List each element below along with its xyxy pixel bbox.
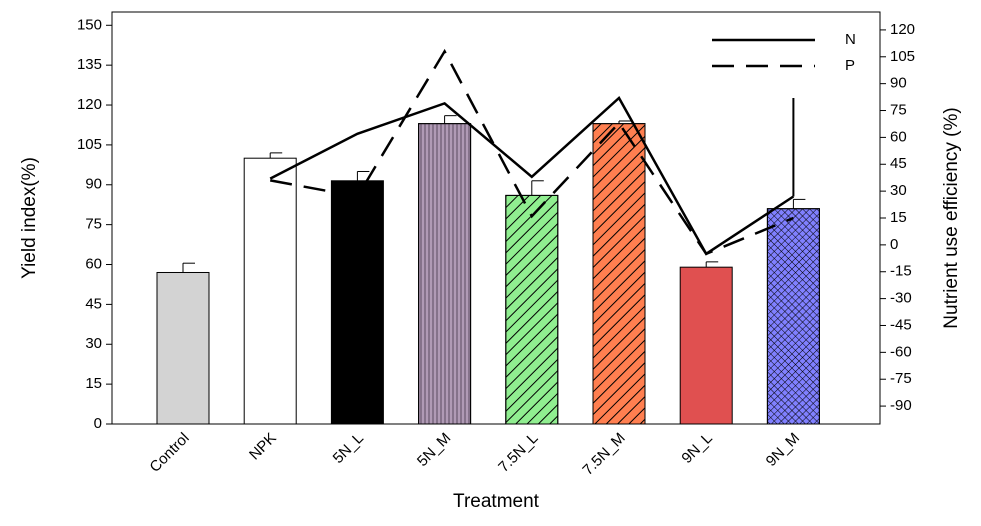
y2-tick-label: -60 — [890, 343, 912, 360]
bar — [156, 271, 210, 425]
bar-hatch — [766, 208, 820, 425]
line-series — [269, 48, 794, 256]
y2-tick-label: -90 — [890, 397, 912, 414]
y-tick-label: 150 — [77, 16, 102, 33]
y-tick-label: 15 — [85, 375, 102, 392]
bar — [243, 157, 297, 425]
y-axis-title: Yield index(%) — [19, 157, 40, 279]
bar — [330, 180, 384, 425]
y2-tick-label: 105 — [890, 48, 915, 65]
y-tick-label: 90 — [85, 176, 102, 193]
bar — [679, 266, 733, 425]
y-tick-label: 75 — [85, 216, 102, 233]
legend-label: N — [845, 31, 856, 48]
y-tick-label: 45 — [85, 295, 102, 312]
x-tick-label: Control — [146, 430, 192, 476]
y2-tick-label: 90 — [890, 75, 907, 92]
y2-axis-title: Nutrient use efficiency (%) — [941, 107, 962, 328]
y2-tick-label: -45 — [890, 316, 912, 333]
y-tick-label: 120 — [77, 96, 102, 113]
x-tick-label: 5N_M — [414, 430, 454, 470]
y-tick-label: 30 — [85, 335, 102, 352]
bar-hatch — [505, 194, 559, 425]
y2-tick-label: 0 — [890, 236, 898, 253]
y2-tick-label: -75 — [890, 370, 912, 387]
y2-tick-label: 30 — [890, 182, 907, 199]
y-tick-label: 60 — [85, 255, 102, 272]
y-tick-label: 135 — [77, 56, 102, 73]
plot-frame — [111, 11, 881, 425]
x-tick-label: 7.5N_L — [495, 430, 541, 476]
x-tick-label: 7.5N_M — [579, 430, 628, 479]
y2-tick-label: 75 — [890, 101, 907, 118]
y2-tick-label: -15 — [890, 263, 912, 280]
x-tick-label: 9N_L — [678, 430, 715, 467]
bar-hatch — [592, 123, 646, 425]
y2-tick-label: 45 — [890, 155, 907, 172]
x-tick-label: 9N_M — [763, 430, 803, 470]
y-tick-label: 105 — [77, 136, 102, 153]
y2-tick-label: -30 — [890, 290, 912, 307]
y-tick-label: 0 — [94, 415, 102, 432]
x-tick-label: 5N_L — [330, 430, 367, 467]
x-tick-label: NPK — [246, 430, 280, 464]
bar-hatch — [418, 123, 472, 425]
x-axis-title: Treatment — [453, 491, 540, 512]
y2-tick-label: 60 — [890, 128, 907, 145]
y2-tick-label: 120 — [890, 21, 915, 38]
legend-label: P — [845, 57, 855, 74]
y2-tick-label: 15 — [890, 209, 907, 226]
